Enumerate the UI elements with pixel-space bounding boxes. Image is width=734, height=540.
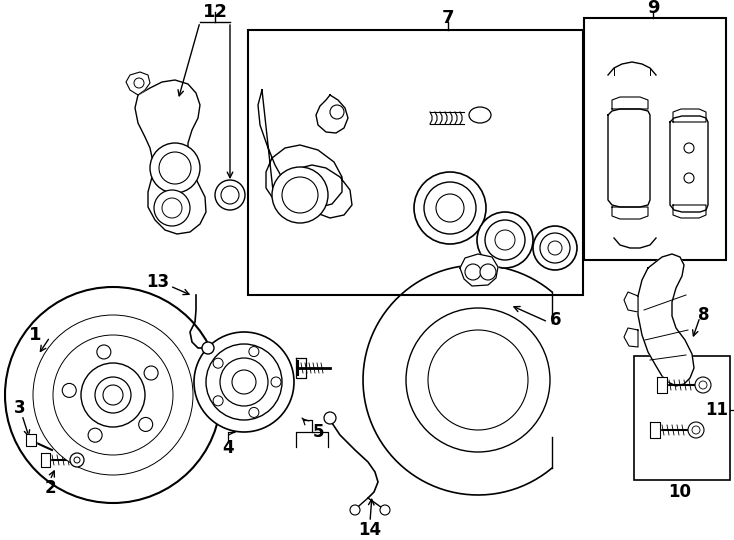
Circle shape xyxy=(154,190,190,226)
Circle shape xyxy=(150,143,200,193)
Circle shape xyxy=(480,264,496,280)
Polygon shape xyxy=(135,80,206,234)
Circle shape xyxy=(477,212,533,268)
Circle shape xyxy=(249,347,259,356)
Text: 14: 14 xyxy=(358,521,382,539)
Circle shape xyxy=(330,105,344,119)
Circle shape xyxy=(406,308,550,452)
Circle shape xyxy=(424,182,476,234)
Circle shape xyxy=(95,377,131,413)
Circle shape xyxy=(206,344,282,420)
Circle shape xyxy=(380,505,390,515)
Circle shape xyxy=(213,358,223,368)
Circle shape xyxy=(249,408,259,417)
Circle shape xyxy=(215,180,245,210)
Polygon shape xyxy=(126,72,150,95)
Circle shape xyxy=(221,186,239,204)
Circle shape xyxy=(272,167,328,223)
Text: 7: 7 xyxy=(442,9,454,27)
Text: 11: 11 xyxy=(705,401,728,419)
Circle shape xyxy=(428,330,528,430)
Text: 3: 3 xyxy=(14,399,26,417)
Circle shape xyxy=(162,198,182,218)
Text: 12: 12 xyxy=(203,3,228,21)
Polygon shape xyxy=(670,116,708,212)
Circle shape xyxy=(97,345,111,359)
Circle shape xyxy=(159,152,191,184)
Ellipse shape xyxy=(469,107,491,123)
Circle shape xyxy=(699,381,707,389)
Circle shape xyxy=(540,233,570,263)
Bar xyxy=(248,30,583,295)
Circle shape xyxy=(533,226,577,270)
Text: 4: 4 xyxy=(222,439,234,457)
Circle shape xyxy=(74,457,80,463)
Circle shape xyxy=(202,342,214,354)
Circle shape xyxy=(695,377,711,393)
Polygon shape xyxy=(657,377,667,393)
Circle shape xyxy=(220,358,268,406)
Circle shape xyxy=(70,453,84,467)
Circle shape xyxy=(271,377,281,387)
Circle shape xyxy=(194,332,294,432)
Circle shape xyxy=(232,370,256,394)
Circle shape xyxy=(485,220,525,260)
Circle shape xyxy=(465,264,481,280)
Polygon shape xyxy=(612,97,648,109)
Circle shape xyxy=(134,78,144,88)
Polygon shape xyxy=(608,109,650,207)
Circle shape xyxy=(103,385,123,405)
Circle shape xyxy=(324,412,336,424)
Text: 1: 1 xyxy=(29,326,41,344)
Text: 2: 2 xyxy=(44,479,56,497)
Text: 5: 5 xyxy=(312,423,324,441)
Circle shape xyxy=(548,241,562,255)
Circle shape xyxy=(81,363,145,427)
Bar xyxy=(634,356,730,480)
Polygon shape xyxy=(460,254,498,286)
Circle shape xyxy=(139,417,153,431)
Circle shape xyxy=(62,383,76,397)
Polygon shape xyxy=(258,90,352,218)
Circle shape xyxy=(436,194,464,222)
Polygon shape xyxy=(624,328,638,347)
Polygon shape xyxy=(316,95,348,133)
Circle shape xyxy=(692,426,700,434)
Text: 10: 10 xyxy=(669,483,691,501)
Circle shape xyxy=(5,287,221,503)
Polygon shape xyxy=(624,292,638,312)
Bar xyxy=(584,18,726,260)
Polygon shape xyxy=(650,422,660,438)
Circle shape xyxy=(495,230,515,250)
Circle shape xyxy=(213,396,223,406)
Polygon shape xyxy=(612,207,648,219)
Polygon shape xyxy=(673,205,706,218)
Circle shape xyxy=(684,143,694,153)
Polygon shape xyxy=(26,434,36,446)
Circle shape xyxy=(688,422,704,438)
Circle shape xyxy=(282,177,318,213)
Circle shape xyxy=(53,335,173,455)
Polygon shape xyxy=(638,254,694,386)
Circle shape xyxy=(88,428,102,442)
Text: 9: 9 xyxy=(647,0,659,17)
Circle shape xyxy=(414,172,486,244)
Circle shape xyxy=(144,366,158,380)
Text: 6: 6 xyxy=(550,311,562,329)
Polygon shape xyxy=(41,453,50,467)
Circle shape xyxy=(684,173,694,183)
Text: 8: 8 xyxy=(698,306,710,324)
Polygon shape xyxy=(673,109,706,122)
Circle shape xyxy=(350,505,360,515)
Circle shape xyxy=(33,315,193,475)
Text: 13: 13 xyxy=(147,273,170,291)
